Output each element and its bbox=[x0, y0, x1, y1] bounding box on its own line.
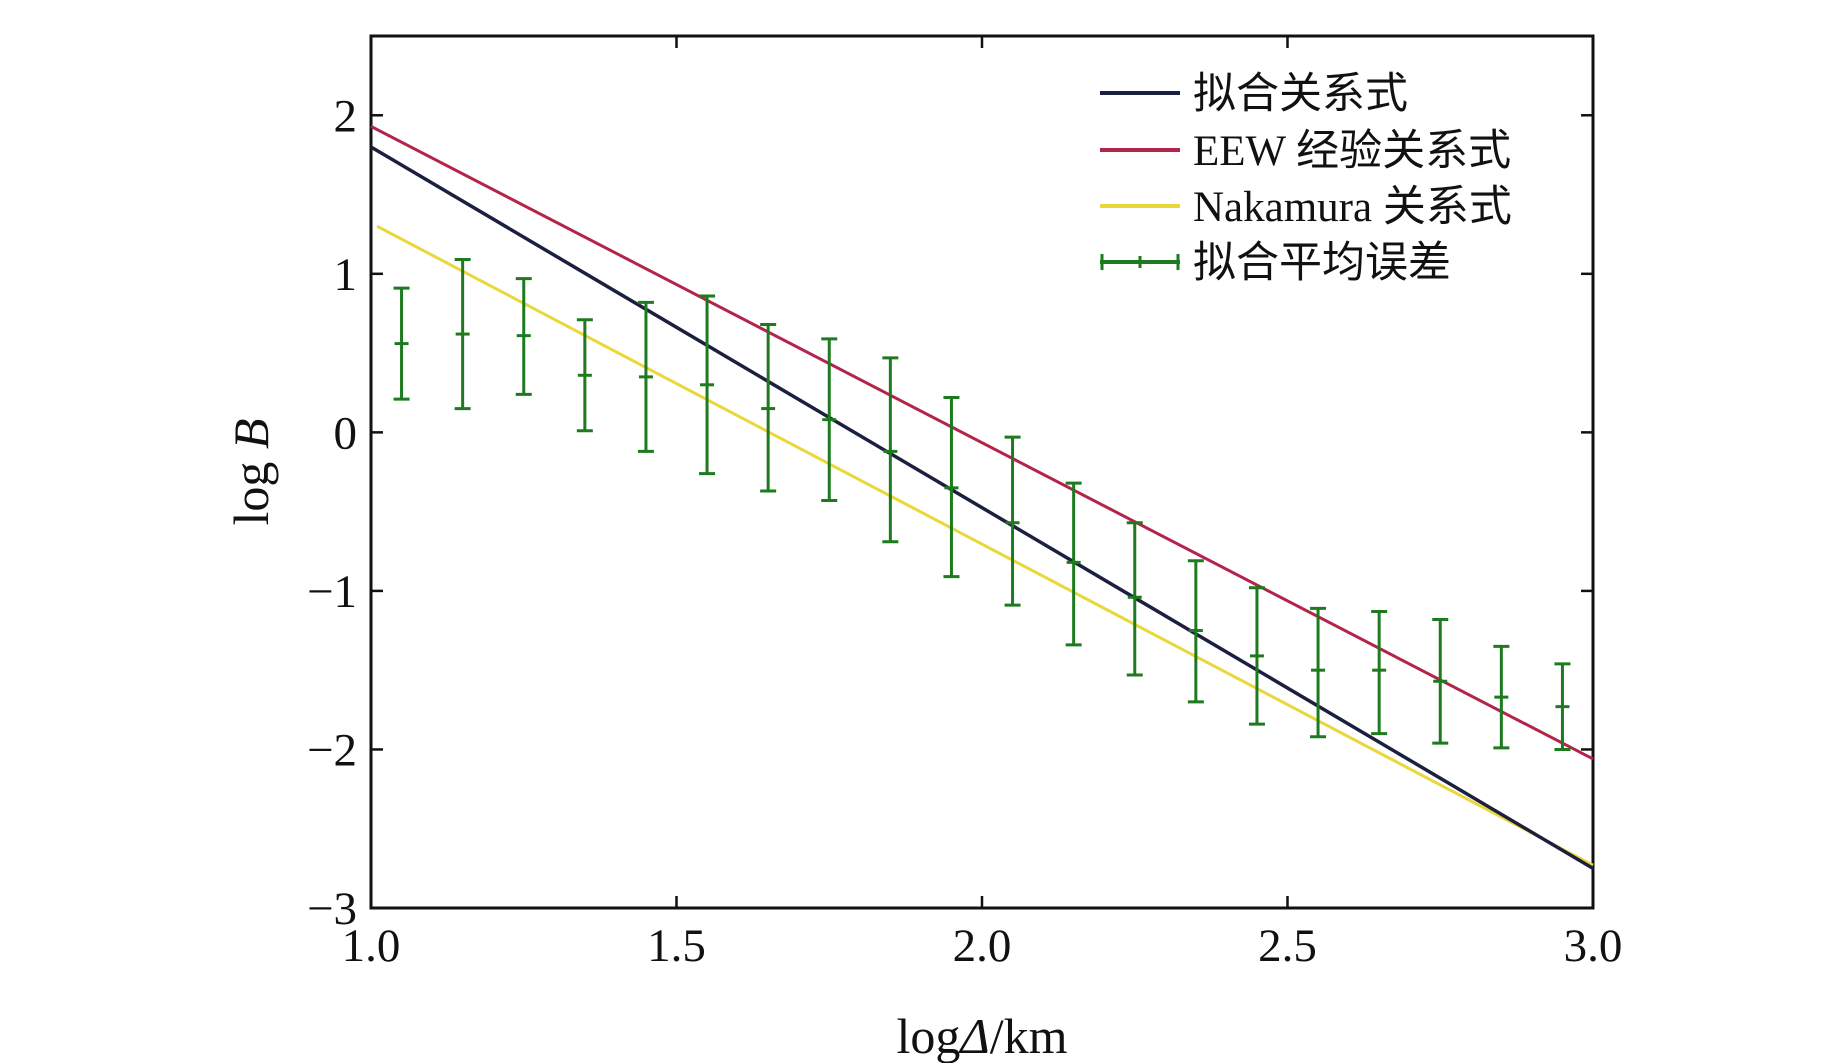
y-tick-label: 2 bbox=[334, 90, 358, 142]
legend-label-fit: 拟合关系式 bbox=[1193, 71, 1408, 118]
legend: 拟合关系式 EEW 经验关系式 Nakamura 关系式 拟合平均误差 bbox=[1100, 71, 1512, 287]
plot-frame bbox=[369, 34, 1595, 910]
tick-layer: 1.0 1.5 2.0 2.5 3.0 2 1 0 −1 −2 −3 bbox=[307, 36, 1622, 972]
y-tick-label: −2 bbox=[307, 724, 357, 776]
y-tick-label: −1 bbox=[307, 566, 357, 618]
x-tick-label: 2.0 bbox=[953, 920, 1012, 972]
y-tick-label: 1 bbox=[334, 249, 358, 301]
legend-swatch-errorbar bbox=[1100, 254, 1180, 270]
legend-label-errorbar: 拟合平均误差 bbox=[1193, 240, 1451, 287]
x-tick-label: 2.5 bbox=[1258, 920, 1317, 972]
x-axis-label: logΔ/km bbox=[896, 1008, 1067, 1063]
x-tick-label: 1.0 bbox=[342, 920, 401, 972]
eew-relation-line bbox=[370, 125, 1594, 761]
y-axis-label: log B bbox=[223, 419, 279, 526]
x-tick-label: 1.5 bbox=[647, 920, 706, 972]
legend-label-nakamura: Nakamura 关系式 bbox=[1193, 184, 1512, 231]
nakamura-relation-line bbox=[376, 224, 1594, 867]
y-tick-label: 0 bbox=[334, 407, 358, 459]
fit-relation-line bbox=[370, 145, 1594, 870]
legend-label-eew: EEW 经验关系式 bbox=[1193, 127, 1511, 175]
x-tick-label: 3.0 bbox=[1564, 920, 1623, 972]
y-tick-label: −3 bbox=[307, 883, 357, 935]
series-layer bbox=[370, 125, 1594, 870]
